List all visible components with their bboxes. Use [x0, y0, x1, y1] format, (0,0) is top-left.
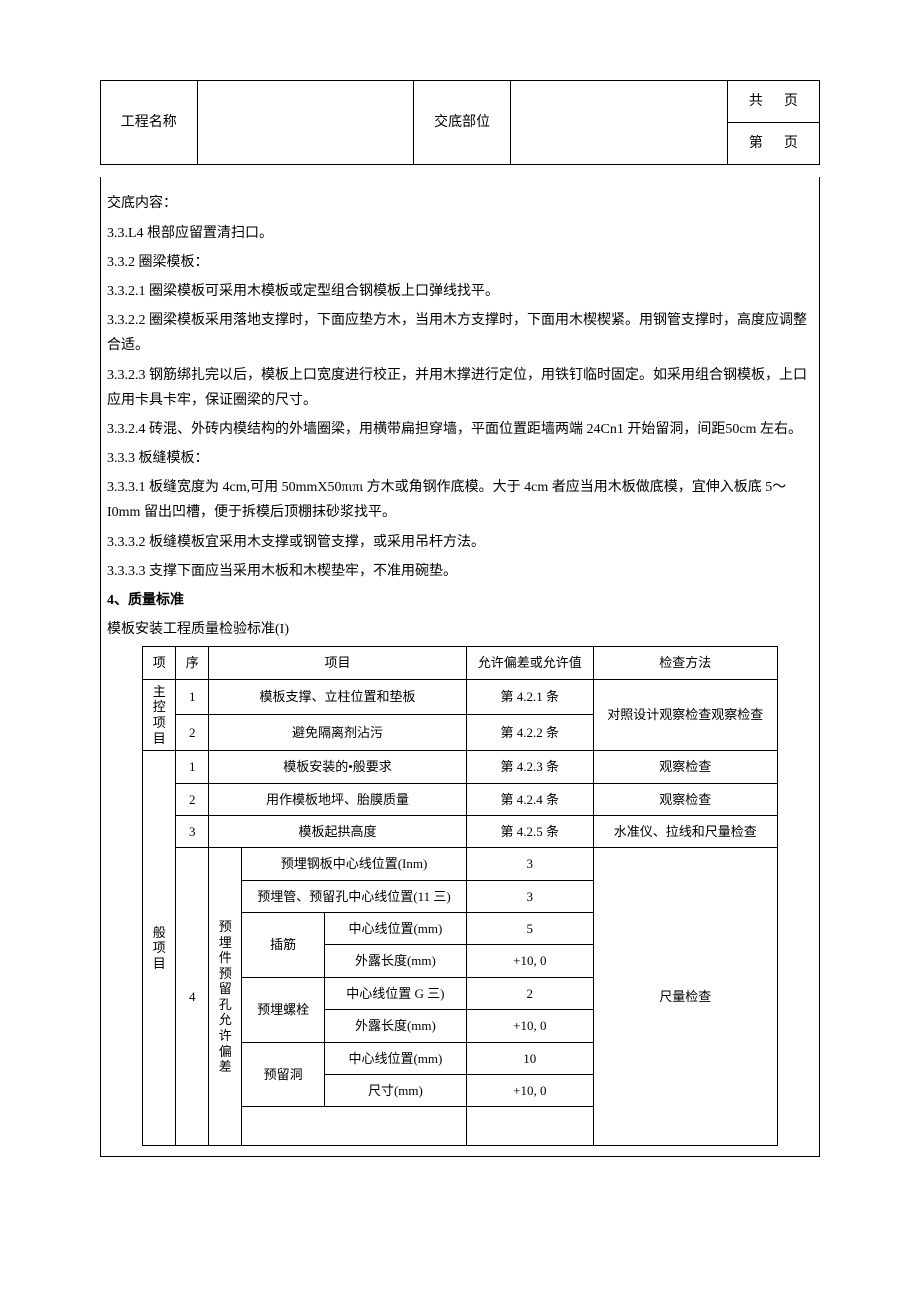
content-line: 3.3.3.2 板缝模板宜采用木支撑或钢管支撑，或采用吊杆方法。 — [107, 530, 813, 555]
header-table: 工程名称 交底部位 共 页 第 页 — [100, 80, 820, 165]
embed-tol-3: +10, 0 — [466, 945, 593, 977]
page-num: 第 页 — [727, 123, 819, 165]
embed-method: 尺量检查 — [593, 848, 777, 1146]
page-total: 共 页 — [727, 81, 819, 123]
embed-tol-4: 2 — [466, 977, 593, 1009]
gen-tol-2: 第 4.2.4 条 — [466, 783, 593, 815]
embed-label-5: 外露长度(mm) — [325, 1010, 467, 1042]
gen-tol-3: 第 4.2.5 条 — [466, 815, 593, 847]
content-block: 交底内容： 3.3.L4 根部应留置清扫口。 3.3.2 圈梁模板： 3.3.2.1… — [100, 177, 820, 1157]
standards-table: 项 序 项目 允许偏差或允许值 检查方法 主控项目 1 模板支撑、立柱位置和垫板… — [142, 646, 777, 1146]
content-title: 交底内容： — [107, 191, 813, 216]
embed-group: 预埋件预留孔允许偏差 — [209, 848, 242, 1146]
gen-seq-2: 2 — [176, 783, 209, 815]
embed-tol-2: 5 — [466, 913, 593, 945]
embed-tol-6: 10 — [466, 1042, 593, 1074]
embed-tol-7: +10, 0 — [466, 1075, 593, 1107]
group-main: 主控项目 — [143, 679, 176, 750]
embed-label-6: 中心线位置(mm) — [325, 1042, 467, 1074]
embed-sub-2: 插筋 — [242, 913, 325, 978]
gen-item-1: 模板安装的•般要求 — [209, 751, 466, 783]
content-line: 3.3.3 板缝模板： — [107, 446, 813, 471]
th-item: 项目 — [209, 647, 466, 679]
embed-sub-6: 预留洞 — [242, 1042, 325, 1107]
embed-label-0: 预埋钢板中心线位置(Inm) — [242, 848, 466, 880]
section4-title: 4、质量标准 — [107, 588, 813, 613]
embed-label-7: 尺寸(mm) — [325, 1075, 467, 1107]
page-total-prefix: 共 — [749, 94, 763, 109]
content-line: 3.3.2.1 圈梁模板可采用木模板或定型组合钢模板上口弹线找平。 — [107, 279, 813, 304]
content-line: 3.3.2 圈梁模板： — [107, 250, 813, 275]
content-line: 3.3.2.4 砖混、外砖内模结构的外墙圈梁，用横带扁担穿墙，平面位置距墙两端 … — [107, 417, 813, 442]
gen-method-3: 水准仪、拉线和尺量检查 — [593, 815, 777, 847]
gen-seq-4: 4 — [176, 848, 209, 1146]
embed-blank-tol — [466, 1107, 593, 1146]
embed-blank — [242, 1107, 466, 1146]
embed-tol-0: 3 — [466, 848, 593, 880]
gen-seq-1: 1 — [176, 751, 209, 783]
project-value — [197, 81, 414, 165]
main-item-1: 模板支撑、立柱位置和垫板 — [209, 679, 466, 715]
th-group: 项 — [143, 647, 176, 679]
th-method: 检查方法 — [593, 647, 777, 679]
th-tol: 允许偏差或允许值 — [466, 647, 593, 679]
embed-label-4: 中心线位置 G 三) — [325, 977, 467, 1009]
table-caption: 模板安装工程质量检验标准(I) — [107, 617, 813, 642]
embed-tol-5: +10, 0 — [466, 1010, 593, 1042]
main-seq-2: 2 — [176, 715, 209, 751]
embed-tol-1: 3 — [466, 880, 593, 912]
content-lines: 3.3.L4 根部应留置清扫口。 3.3.2 圈梁模板： 3.3.2.1 圈梁模板可… — [107, 221, 813, 584]
main-method-1: 对照设计观察检查观察检查 — [593, 679, 777, 750]
main-tol-2: 第 4.2.2 条 — [466, 715, 593, 751]
page-total-suffix: 页 — [784, 94, 798, 109]
content-line: 3.3.2.3 钢筋绑扎完以后，模板上口宽度进行校正，并用木撑进行定位，用铁钉临… — [107, 363, 813, 413]
page-num-suffix: 页 — [784, 136, 798, 151]
location-value — [510, 81, 727, 165]
embed-label-1: 预埋管、预留孔中心线位置(11 三) — [242, 880, 466, 912]
content-line: 3.3.3.3 支撑下面应当采用木板和木楔垫牢，不准用碗垫。 — [107, 559, 813, 584]
gen-seq-3: 3 — [176, 815, 209, 847]
gen-method-1: 观察检查 — [593, 751, 777, 783]
page-num-prefix: 第 — [749, 136, 763, 151]
th-seq: 序 — [176, 647, 209, 679]
content-line: 3.3.2.2 圈梁模板采用落地支撑时，下面应垫方木，当用木方支撑时，下面用木楔… — [107, 308, 813, 358]
embed-label-2: 中心线位置(mm) — [325, 913, 467, 945]
main-seq-1: 1 — [176, 679, 209, 715]
project-label: 工程名称 — [101, 81, 198, 165]
main-item-2: 避免隔离剂沾污 — [209, 715, 466, 751]
content-line: 3.3.3.1 板缝宽度为 4cm,可用 50mmX50πιπι 方木或角钢作底… — [107, 475, 813, 525]
gen-tol-1: 第 4.2.3 条 — [466, 751, 593, 783]
location-label: 交底部位 — [414, 81, 511, 165]
gen-method-2: 观察检查 — [593, 783, 777, 815]
main-tol-1: 第 4.2.1 条 — [466, 679, 593, 715]
group-general: 般项目 — [143, 751, 176, 1146]
embed-label-3: 外露长度(mm) — [325, 945, 467, 977]
gen-item-2: 用作模板地坪、胎膜质量 — [209, 783, 466, 815]
gen-item-3: 模板起拱高度 — [209, 815, 466, 847]
content-line: 3.3.L4 根部应留置清扫口。 — [107, 221, 813, 246]
embed-sub-4: 预埋螺栓 — [242, 977, 325, 1042]
